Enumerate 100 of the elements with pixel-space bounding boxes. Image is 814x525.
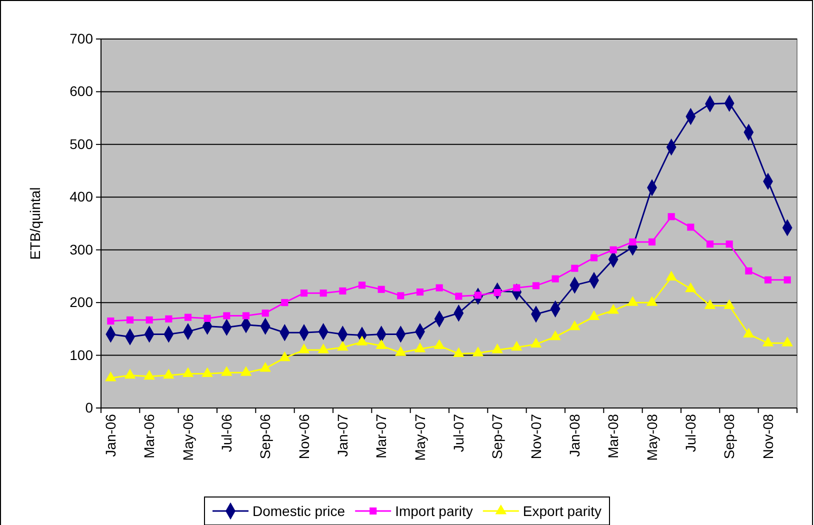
y-tick-label: 500 <box>70 136 94 152</box>
point <box>262 310 269 317</box>
point <box>610 246 617 254</box>
point <box>569 320 580 330</box>
x-tick-label: May-07 <box>412 414 428 461</box>
point <box>242 312 250 320</box>
x-tick-label: May-08 <box>644 414 660 461</box>
point <box>782 336 793 346</box>
point <box>627 296 638 306</box>
point <box>320 290 327 297</box>
point <box>706 240 714 248</box>
point <box>281 299 288 306</box>
x-tick-label: Sep-07 <box>489 414 506 460</box>
point <box>571 264 578 272</box>
point <box>608 304 619 314</box>
point <box>687 224 694 231</box>
point <box>105 371 116 382</box>
point <box>144 370 155 380</box>
point <box>648 238 656 246</box>
point <box>704 299 716 309</box>
point <box>298 344 310 354</box>
point <box>492 344 503 354</box>
point <box>762 336 774 346</box>
y-tick-label: 600 <box>70 83 94 100</box>
point <box>550 330 561 340</box>
point <box>378 286 385 293</box>
point <box>764 276 772 284</box>
point <box>358 282 366 289</box>
point <box>107 317 114 325</box>
point <box>240 366 252 376</box>
point <box>184 314 192 321</box>
point <box>165 315 172 322</box>
point <box>453 347 464 357</box>
point <box>182 367 194 377</box>
point <box>163 368 174 379</box>
x-tick-label: Jul-08 <box>682 414 699 452</box>
y-tick-label: 0 <box>85 399 94 416</box>
y-axis-title: ETB/quintal <box>27 187 43 260</box>
x-tick-label: Jan-07 <box>334 414 351 457</box>
point <box>223 312 230 320</box>
point <box>126 316 134 324</box>
y-tick-label: 300 <box>70 241 94 258</box>
point <box>202 367 213 377</box>
point <box>588 310 600 320</box>
legend-label: Import parity <box>395 503 473 519</box>
point <box>666 270 677 281</box>
point <box>397 292 404 300</box>
point <box>668 213 675 220</box>
point <box>646 296 658 306</box>
point <box>395 346 406 356</box>
y-tick-label: 100 <box>70 346 94 363</box>
point <box>337 340 348 351</box>
x-tick-label: Nov-06 <box>296 414 312 460</box>
point <box>745 267 752 274</box>
point <box>726 240 733 248</box>
legend-label: Domestic price <box>252 503 346 519</box>
point <box>221 366 232 376</box>
x-tick-label: Jul-07 <box>450 414 467 452</box>
y-tick-label: 200 <box>70 294 94 310</box>
x-tick-label: May-06 <box>180 414 196 461</box>
x-tick-label: Mar-06 <box>141 414 158 458</box>
x-tick-label: Mar-07 <box>373 414 390 458</box>
point <box>455 292 462 300</box>
point <box>743 328 754 338</box>
y-tick-label: 700 <box>70 30 94 46</box>
point <box>356 336 368 346</box>
x-tick-label: Sep-08 <box>721 414 738 460</box>
point <box>146 316 153 324</box>
point <box>204 314 211 322</box>
x-tick-label: Nov-07 <box>528 414 544 460</box>
point <box>124 368 136 379</box>
point <box>416 288 424 296</box>
x-tick-label: Jan-08 <box>566 414 583 457</box>
point <box>629 238 636 246</box>
point <box>784 276 791 284</box>
point <box>513 284 520 292</box>
point <box>260 362 271 372</box>
y-tick-label: 400 <box>70 188 94 205</box>
x-tick-label: Jan-06 <box>102 414 119 457</box>
legend-label: Export parity <box>522 503 602 519</box>
point <box>436 284 443 292</box>
point <box>530 338 542 348</box>
x-tick-label: Sep-06 <box>257 414 274 460</box>
x-tick-label: Mar-08 <box>605 414 622 458</box>
point <box>279 351 290 362</box>
point <box>414 342 426 352</box>
point <box>511 340 522 351</box>
point <box>590 254 598 262</box>
point <box>300 290 308 297</box>
point <box>552 275 559 282</box>
point <box>376 339 387 350</box>
point <box>724 299 735 309</box>
point <box>434 339 445 350</box>
point <box>472 346 484 356</box>
x-tick-label: Jul-06 <box>218 414 235 452</box>
point <box>532 282 540 290</box>
point <box>318 344 329 354</box>
point <box>685 282 696 292</box>
point <box>339 287 346 295</box>
x-tick-label: Nov-08 <box>760 414 776 460</box>
